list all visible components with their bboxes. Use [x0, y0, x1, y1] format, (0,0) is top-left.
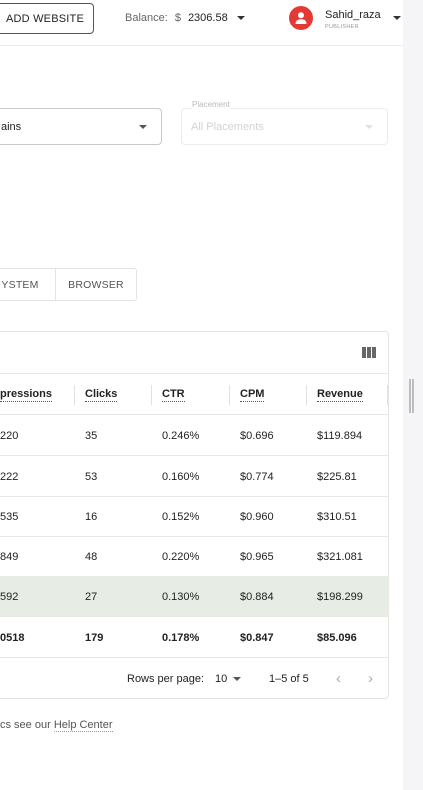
cell-clicks: 27: [85, 591, 98, 603]
chevron-right-icon[interactable]: ›: [368, 670, 373, 687]
help-text-prefix: cs see our: [0, 719, 54, 731]
total-impressions: 0518: [0, 632, 25, 644]
balance-currency: $: [174, 12, 181, 24]
balance-dropdown[interactable]: Balance: $ 2306.58: [125, 12, 245, 24]
table-row[interactable]: 222 53 0.160% $0.774 $225.81: [0, 457, 389, 497]
cell-ctr: 0.220%: [162, 551, 200, 563]
table-header: pressions Clicks CTR CPM Revenue: [0, 373, 389, 415]
cell-impressions: 849: [0, 551, 19, 563]
report-table-card: [0, 331, 389, 699]
table-total-row: 0518 179 0.178% $0.847 $85.096: [0, 618, 389, 658]
view-columns-icon[interactable]: [362, 347, 376, 358]
table-pagination: Rows per page: 10 1–5 of 5 ‹ ›: [0, 669, 403, 689]
rows-per-page-label: Rows per page:: [127, 673, 205, 685]
cell-revenue: $310.51: [317, 511, 357, 523]
table-row[interactable]: 849 48 0.220% $0.965 $321.081: [0, 537, 389, 577]
chevron-down-icon[interactable]: [233, 677, 241, 681]
balance-label: Balance:: [125, 12, 168, 24]
cell-cpm: $0.696: [240, 430, 274, 442]
tab-system[interactable]: YSTEM: [0, 269, 56, 300]
placement-label: Placement: [192, 100, 230, 109]
tab-label: YSTEM: [1, 278, 39, 291]
cell-clicks: 35: [85, 430, 98, 442]
cell-cpm: $0.774: [240, 471, 274, 483]
person-icon: [295, 12, 307, 24]
placement-select-value: All Placements: [191, 121, 264, 133]
cell-clicks: 48: [85, 551, 98, 563]
table-row[interactable]: 220 35 0.246% $0.696 $119.894: [0, 416, 389, 456]
cell-impressions: 535: [0, 511, 19, 523]
column-header-clicks[interactable]: Clicks: [85, 388, 118, 402]
user-avatar[interactable]: [289, 6, 313, 30]
domains-select-value: ains: [1, 121, 22, 133]
help-center-link[interactable]: Help Center: [53, 719, 113, 732]
cell-impressions: 220: [0, 430, 19, 442]
table-row[interactable]: 535 16 0.152% $0.960 $310.51: [0, 497, 389, 537]
user-menu-caret-icon[interactable]: [393, 16, 401, 20]
cell-clicks: 16: [85, 511, 98, 523]
total-ctr: 0.178%: [162, 632, 200, 644]
report-tabs: YSTEM BROWSER: [0, 268, 137, 301]
chevron-down-icon: [365, 125, 373, 129]
chevron-down-icon: [139, 125, 147, 129]
tab-label: BROWSER: [68, 278, 124, 291]
cell-ctr: 0.152%: [162, 511, 200, 523]
column-divider: [306, 385, 307, 405]
column-divider: [229, 385, 230, 405]
domains-select[interactable]: ains: [0, 108, 162, 145]
cell-ctr: 0.246%: [162, 430, 200, 442]
total-cpm: $0.847: [240, 632, 274, 644]
cell-revenue: $119.894: [317, 430, 363, 442]
balance-caret-icon: [236, 16, 245, 20]
column-header-ctr[interactable]: CTR: [162, 388, 185, 402]
chevron-left-icon[interactable]: ‹: [336, 670, 341, 687]
column-divider: [387, 385, 388, 405]
tab-browser[interactable]: BROWSER: [56, 269, 136, 300]
cell-impressions: 592: [0, 591, 19, 603]
placement-select: All Placements: [181, 108, 388, 145]
total-revenue: $85.096: [317, 632, 357, 644]
cell-revenue: $321.081: [317, 551, 363, 563]
help-text: cs see our Help Center: [0, 719, 113, 732]
total-clicks: 179: [85, 632, 104, 644]
user-name[interactable]: Sahid_raza: [325, 9, 381, 21]
cell-ctr: 0.160%: [162, 471, 200, 483]
column-divider: [74, 385, 75, 405]
balance-value: 2306.58: [187, 12, 228, 24]
column-divider: [151, 385, 152, 405]
cell-revenue: $225.81: [317, 471, 357, 483]
column-header-impressions[interactable]: pressions: [0, 388, 52, 402]
table-row-highlighted[interactable]: 592 27 0.130% $0.884 $198.299: [0, 577, 389, 617]
cell-ctr: 0.130%: [162, 591, 200, 603]
cell-impressions: 222: [0, 471, 19, 483]
top-bar: ADD WEBSITE Balance: $ 2306.58 Sahid_raz…: [0, 0, 403, 46]
page: ADD WEBSITE Balance: $ 2306.58 Sahid_raz…: [0, 0, 403, 732]
rows-per-page-select[interactable]: 10: [215, 673, 228, 685]
page-range: 1–5 of 5: [269, 673, 309, 685]
cell-cpm: $0.965: [240, 551, 274, 563]
scrollbar-thumb[interactable]: [409, 379, 414, 413]
column-header-cpm[interactable]: CPM: [240, 388, 265, 402]
cell-cpm: $0.884: [240, 591, 274, 603]
column-header-revenue[interactable]: Revenue: [317, 388, 363, 402]
cell-cpm: $0.960: [240, 511, 274, 523]
cell-revenue: $198.299: [317, 591, 363, 603]
add-website-button[interactable]: ADD WEBSITE: [0, 3, 94, 34]
cell-clicks: 53: [85, 471, 98, 483]
user-role: PUBLISHER: [325, 24, 359, 30]
